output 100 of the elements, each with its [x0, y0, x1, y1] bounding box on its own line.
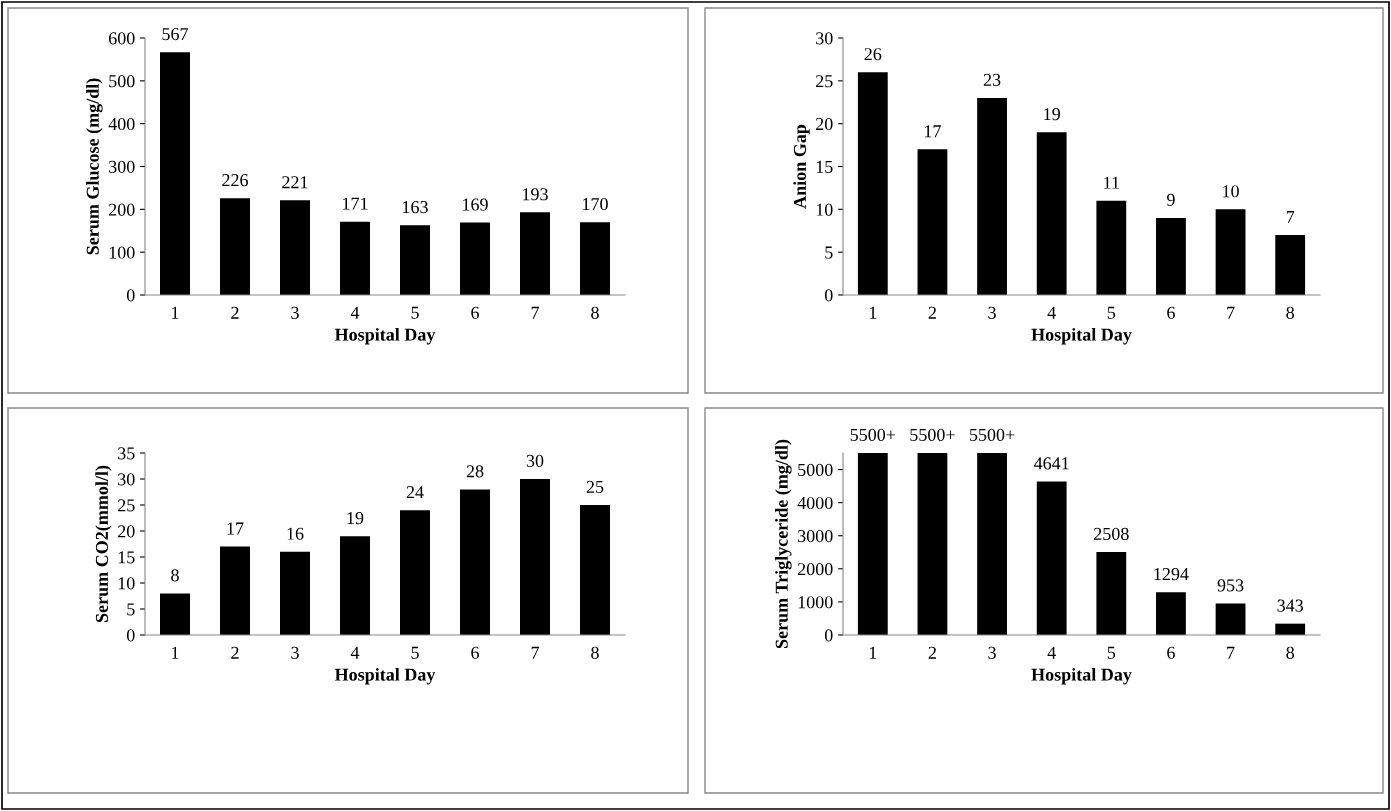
- x-tick-label: 7: [1227, 306, 1235, 319]
- bar: [580, 222, 610, 295]
- y-tick-label: 10: [118, 577, 135, 590]
- x-tick-label: 6: [471, 306, 479, 319]
- y-tick-label: 25: [816, 75, 833, 88]
- x-tick-label: 3: [291, 306, 299, 319]
- y-tick-label: 0: [824, 289, 833, 302]
- data-label: 567: [162, 28, 189, 41]
- x-tick-label: 4: [1047, 306, 1056, 319]
- y-tick-label: 30: [118, 473, 135, 486]
- data-label: 343: [1277, 599, 1304, 612]
- bar: [160, 593, 190, 635]
- y-tick-label: 200: [108, 203, 135, 216]
- y-tick-label: 5000: [798, 463, 833, 476]
- bar: [1096, 200, 1127, 295]
- y-tick-label: 10: [816, 203, 833, 216]
- bar: [280, 200, 310, 295]
- data-label: 5500+: [910, 428, 955, 441]
- x-tick-label: 6: [471, 646, 479, 659]
- data-label: 9: [1167, 193, 1175, 206]
- bar: [400, 510, 430, 635]
- x-tick-label: 4: [350, 646, 360, 659]
- y-tick-label: 0: [126, 629, 135, 642]
- x-tick-label: 8: [591, 306, 599, 319]
- bar: [160, 52, 190, 295]
- y-tick-label: 0: [126, 289, 135, 302]
- x-tick-label: 2: [231, 306, 239, 319]
- data-label: 170: [583, 198, 608, 211]
- y-tick-label: 30: [816, 32, 833, 45]
- y-axis-title: Anion Gap: [793, 124, 810, 209]
- x-tick-label: 3: [988, 306, 996, 319]
- bar: [1156, 217, 1186, 295]
- data-label: 25: [586, 480, 604, 493]
- bar: [917, 149, 948, 295]
- bar: [460, 489, 490, 635]
- x-tick-label: 2: [928, 646, 936, 659]
- bar: [220, 546, 250, 635]
- bar: [1275, 235, 1306, 295]
- y-tick-label: 3000: [798, 529, 833, 543]
- data-label: 16: [287, 527, 304, 540]
- bar: [1036, 132, 1067, 295]
- y-tick-label: 400: [108, 117, 135, 131]
- x-tick-label: 6: [1167, 646, 1175, 659]
- y-tick-label: 1000: [798, 596, 833, 609]
- data-label: 163: [403, 201, 428, 214]
- x-tick-label: 8: [591, 646, 599, 659]
- data-label: 24: [406, 486, 424, 499]
- bar: [340, 536, 370, 635]
- y-tick-label: 15: [118, 551, 135, 564]
- data-label: 4641: [1033, 457, 1069, 470]
- y-tick-label: 600: [108, 32, 135, 45]
- x-tick-label: 8: [1286, 306, 1295, 319]
- bar: [1036, 481, 1067, 635]
- x-tick-label: 5: [411, 646, 419, 659]
- data-label: 2508: [1094, 527, 1129, 541]
- data-label: 221: [282, 176, 308, 189]
- data-label: 7: [1286, 211, 1295, 223]
- x-tick-label: 6: [1167, 306, 1175, 319]
- data-label: 1294: [1154, 568, 1189, 581]
- bar: [977, 97, 1007, 295]
- data-label: 28: [466, 465, 484, 478]
- data-label: 30: [526, 454, 544, 467]
- data-label: 10: [1223, 185, 1239, 198]
- data-label: 953: [1217, 579, 1244, 592]
- data-label: 26: [864, 48, 882, 61]
- x-tick-label: 5: [411, 306, 419, 319]
- x-tick-label: 1: [172, 306, 179, 319]
- y-tick-label: 5: [825, 246, 833, 259]
- bar: [1215, 209, 1246, 295]
- data-label: 193: [523, 188, 548, 201]
- data-label: 23: [983, 73, 1001, 86]
- data-label: 17: [227, 522, 244, 535]
- y-tick-label: 15: [816, 160, 833, 173]
- x-tick-label: 5: [1107, 306, 1116, 319]
- data-label: 8: [171, 569, 179, 582]
- bar: [580, 505, 610, 635]
- y-tick-label: 2000: [797, 563, 833, 576]
- bar: [400, 225, 430, 295]
- y-tick-label: 4000: [797, 496, 833, 510]
- x-tick-label: 7: [531, 306, 539, 319]
- y-tick-label: 300: [109, 160, 135, 173]
- data-label: 226: [222, 174, 248, 187]
- bar: [977, 453, 1007, 635]
- bar: [1215, 603, 1246, 635]
- x-tick-label: 3: [291, 646, 299, 659]
- y-tick-label: 100: [109, 246, 135, 259]
- x-tick-label: 3: [988, 646, 996, 659]
- y-tick-label: 35: [118, 447, 135, 460]
- data-label: 19: [347, 512, 364, 525]
- y-axis-title: Serum Triglyceride (mg/dl): [775, 439, 792, 649]
- x-tick-label: 7: [1227, 646, 1235, 659]
- x-axis-title: Hospital Day: [1031, 668, 1132, 685]
- bar: [520, 479, 550, 635]
- data-label: 5500+: [850, 428, 896, 441]
- y-tick-label: 500: [109, 75, 135, 88]
- bar: [857, 453, 888, 635]
- x-tick-label: 1: [869, 306, 877, 319]
- data-label: 19: [1044, 108, 1060, 121]
- bar: [280, 551, 310, 635]
- x-tick-label: 7: [531, 646, 539, 659]
